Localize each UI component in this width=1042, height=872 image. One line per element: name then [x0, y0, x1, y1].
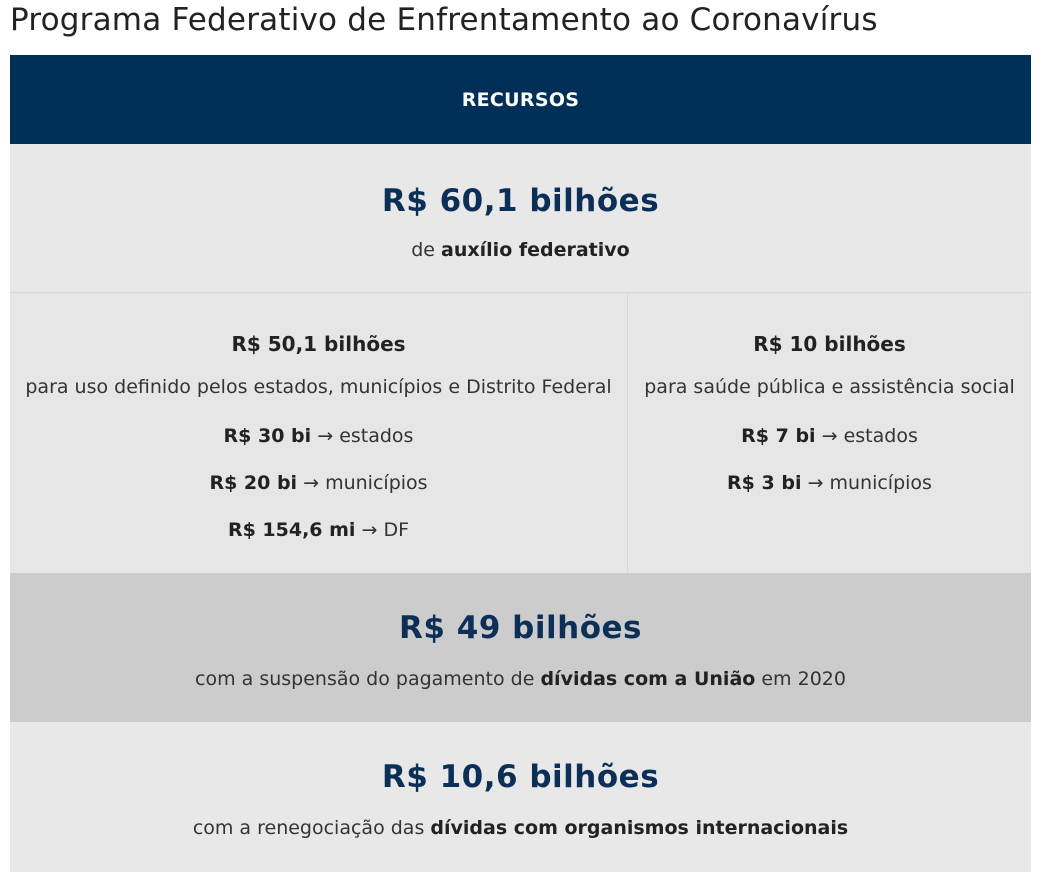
auxilio-desc-bold: auxílio federativo: [441, 239, 630, 261]
table-header: RECURSOS: [10, 55, 1031, 144]
arrow-icon: →: [317, 425, 334, 447]
list-item: R$ 30 bi → estados: [10, 424, 627, 448]
arrow-icon: →: [361, 519, 378, 541]
suspensao-desc-prefix: com a suspensão do pagamento de: [195, 668, 541, 690]
suspensao-desc-bold: dívidas com a União: [540, 668, 756, 690]
suspensao-desc-suffix: em 2020: [755, 668, 846, 690]
item-value: R$ 3 bi: [727, 472, 802, 494]
item-value: R$ 20 bi: [209, 472, 298, 494]
item-target: municípios: [325, 472, 428, 494]
renegociacao-row: R$ 10,6 bilhões com a renegociação das d…: [10, 722, 1031, 872]
arrow-icon: →: [807, 472, 824, 494]
arrow-icon: →: [303, 472, 320, 494]
header-label: RECURSOS: [461, 88, 580, 111]
item-value: R$ 154,6 mi: [227, 519, 356, 541]
uso-definido-description: para uso definido pelos estados, municíp…: [25, 376, 612, 398]
suspensao-description: com a suspensão do pagamento de dívidas …: [10, 667, 1031, 691]
page-title: Programa Federativo de Enfrentamento ao …: [10, 2, 878, 38]
item-target: municípios: [829, 472, 932, 494]
saude-amount: R$ 10 bilhões: [753, 332, 906, 356]
renegociacao-desc-bold: dívidas com organismos internacionais: [430, 817, 849, 839]
suspensao-amount: R$ 49 bilhões: [399, 610, 642, 646]
split-row: R$ 50,1 bilhões para uso definido pelos …: [10, 293, 1031, 573]
item-value: R$ 7 bi: [741, 425, 816, 447]
item-target: estados: [843, 425, 918, 447]
uso-definido-cell: R$ 50,1 bilhões para uso definido pelos …: [10, 293, 628, 573]
item-value: R$ 30 bi: [223, 425, 312, 447]
item-target: DF: [383, 519, 410, 541]
list-item: R$ 3 bi → municípios: [628, 471, 1031, 495]
list-item: R$ 7 bi → estados: [628, 424, 1031, 448]
auxilio-amount: R$ 60,1 bilhões: [381, 183, 660, 219]
list-item: R$ 20 bi → municípios: [10, 471, 627, 495]
uso-definido-amount: R$ 50,1 bilhões: [231, 332, 406, 356]
saude-cell: R$ 10 bilhões para saúde pública e assis…: [628, 293, 1031, 573]
renegociacao-description: com a renegociação das dívidas com organ…: [10, 816, 1031, 840]
item-target: estados: [339, 425, 414, 447]
auxilio-federativo-row: R$ 60,1 bilhões de auxílio federativo: [10, 144, 1031, 293]
auxilio-description: de auxílio federativo: [10, 238, 1031, 262]
saude-description: para saúde pública e assistência social: [644, 376, 1015, 398]
renegociacao-desc-prefix: com a renegociação das: [192, 817, 431, 839]
arrow-icon: →: [821, 425, 838, 447]
list-item: R$ 154,6 mi → DF: [10, 518, 627, 542]
renegociacao-amount: R$ 10,6 bilhões: [381, 759, 660, 795]
resources-table: RECURSOS R$ 60,1 bilhões de auxílio fede…: [10, 55, 1031, 872]
suspensao-row: R$ 49 bilhões com a suspensão do pagamen…: [10, 573, 1031, 722]
auxilio-desc-prefix: de: [411, 239, 442, 261]
